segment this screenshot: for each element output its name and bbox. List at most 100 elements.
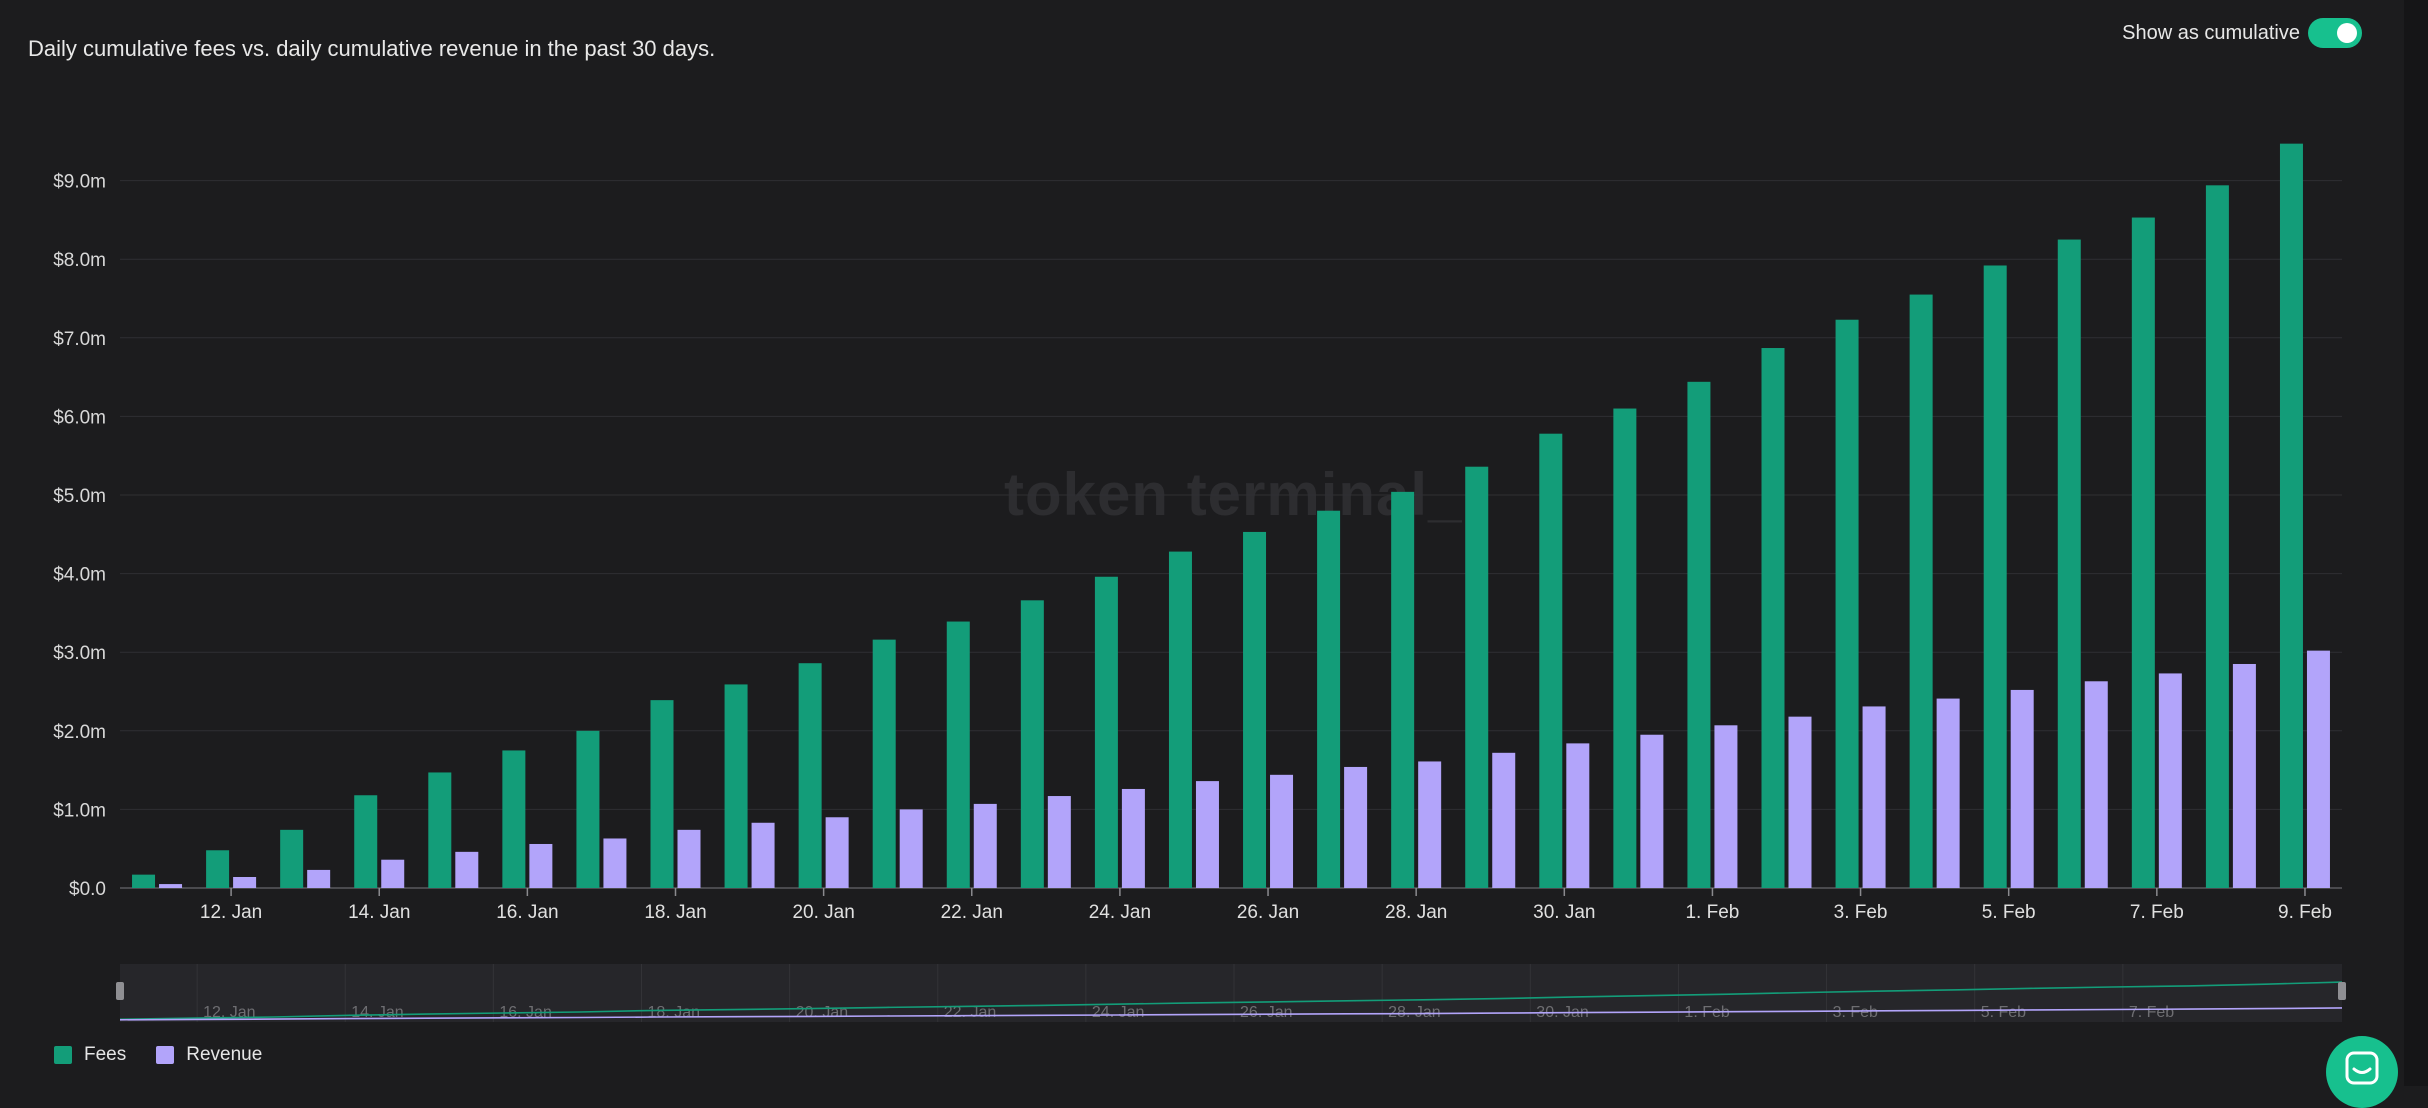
revenue-bar [1566, 743, 1590, 888]
revenue-bar [1047, 796, 1071, 888]
revenue-swatch [156, 1046, 175, 1064]
legend-label-fees: Fees [84, 1044, 127, 1065]
navigator-right-handle [2338, 982, 2346, 1000]
navigator-background [120, 964, 2342, 1022]
x-tick-label: 22. Jan [941, 902, 1003, 923]
navigator-tick-label: 26. Jan [1240, 1004, 1292, 1021]
fees-bar [946, 621, 970, 888]
navigator-fees-line [119, 981, 2343, 1021]
x-tick-label: 7. Feb [2130, 902, 2184, 923]
revenue-bar [1788, 716, 1812, 888]
revenue-bar [159, 884, 183, 888]
x-tick-label: 20. Jan [792, 902, 854, 923]
fees-bar [1835, 319, 1859, 888]
revenue-bar [1344, 766, 1368, 888]
fees-bar [502, 750, 526, 888]
fees-bar [1539, 433, 1563, 888]
chat-support-button[interactable] [2326, 1036, 2398, 1108]
revenue-bar [381, 859, 405, 888]
revenue-bar [2232, 663, 2256, 888]
navigator-tick-label: 3. Feb [1833, 1004, 1878, 1021]
revenue-bar [2158, 673, 2182, 888]
fees-bar [1020, 600, 1044, 888]
fees-bar [2131, 217, 2155, 889]
y-tick-label: $5.0m [53, 486, 106, 507]
revenue-bar [2084, 681, 2108, 888]
revenue-bar [2306, 650, 2330, 888]
fees-bar [724, 684, 748, 888]
fees-bar [132, 874, 156, 888]
page-scrollbar[interactable] [2404, 0, 2428, 1086]
revenue-bar [825, 817, 849, 888]
y-tick-label: $3.0m [53, 643, 106, 664]
revenue-bar [899, 809, 923, 888]
legend-item-fees[interactable]: Fees [54, 1044, 126, 1066]
y-tick-label: $4.0m [53, 565, 106, 586]
fees-bar [1687, 381, 1711, 888]
navigator-tick-label: 22. Jan [944, 1004, 996, 1021]
y-tick-label: $1.0m [53, 800, 106, 821]
revenue-bar [529, 843, 553, 888]
fees-bar [1391, 491, 1415, 888]
navigator-tick-label: 24. Jan [1092, 1004, 1144, 1021]
x-tick-label: 3. Feb [1834, 902, 1888, 923]
navigator-left-handle [116, 982, 124, 1000]
fees-bar [1465, 466, 1489, 888]
x-tick-label: 5. Feb [1982, 902, 2036, 923]
fees-bar [280, 829, 304, 888]
y-tick-label: $6.0m [53, 407, 106, 428]
revenue-bar [1714, 725, 1738, 888]
cumulative-toggle-group: Show as cumulative [2122, 18, 2362, 48]
y-tick-label: $8.0m [53, 250, 106, 271]
navigator-revenue-line [119, 1007, 2343, 1021]
x-tick-label: 18. Jan [644, 902, 706, 923]
revenue-bar [1270, 774, 1294, 888]
legend-label-revenue: Revenue [186, 1044, 263, 1065]
x-tick-label: 26. Jan [1237, 902, 1299, 923]
fees-bar [2057, 239, 2081, 889]
navigator-tick-label: 14. Jan [351, 1004, 403, 1021]
fees-bar [650, 700, 674, 888]
y-tick-label: $0.0 [69, 879, 106, 900]
chat-icon [2345, 1051, 2379, 1085]
fees-bar [1317, 510, 1341, 888]
x-tick-label: 28. Jan [1385, 902, 1447, 923]
fees-bar [798, 663, 822, 888]
revenue-bar [455, 851, 479, 888]
fees-bar [872, 639, 896, 888]
x-tick-label: 24. Jan [1089, 902, 1151, 923]
legend-item-revenue[interactable]: Revenue [156, 1044, 262, 1066]
chart-canvas: $0.0 $1.0m $2.0m $3.0m $4.0m $5.0m $6.0m $7.0m $… [53, 143, 2346, 1022]
fees-bar [1761, 348, 1785, 888]
toggle-knob [2337, 23, 2357, 43]
x-tick-label: 9. Feb [2278, 902, 2332, 923]
chart-legend: Fees Revenue [54, 1044, 262, 1066]
revenue-bar [1418, 761, 1442, 888]
fees-bar [1094, 576, 1118, 888]
y-tick-label: $9.0m [53, 172, 106, 193]
fees-bar [206, 850, 230, 888]
revenue-bar [751, 822, 775, 888]
cumulative-toggle[interactable] [2308, 18, 2362, 48]
revenue-bar [2010, 689, 2034, 888]
navigator-tick-label: 5. Feb [1981, 1004, 2026, 1021]
fees-swatch [54, 1046, 72, 1064]
revenue-bar [973, 803, 997, 888]
fees-bar [2279, 143, 2303, 888]
revenue-bar [603, 838, 627, 888]
revenue-bar [1862, 706, 1886, 888]
navigator-tick-label: 18. Jan [648, 1004, 700, 1021]
fees-bar [1243, 531, 1267, 888]
chart-title: Daily cumulative fees vs. daily cumulati… [28, 36, 716, 61]
revenue-bar [1936, 698, 1960, 888]
revenue-bar [233, 876, 257, 888]
navigator-tick-label: 28. Jan [1388, 1004, 1440, 1021]
fees-bar [1909, 294, 1933, 888]
x-tick-label: 30. Jan [1533, 902, 1595, 923]
fees-bar [1168, 551, 1192, 888]
revenue-bar [1121, 788, 1145, 888]
navigator-tick-label: 20. Jan [796, 1004, 848, 1021]
fees-bar [576, 730, 600, 888]
revenue-bar [307, 869, 331, 888]
navigator-tick-label: 7. Feb [2129, 1004, 2174, 1021]
